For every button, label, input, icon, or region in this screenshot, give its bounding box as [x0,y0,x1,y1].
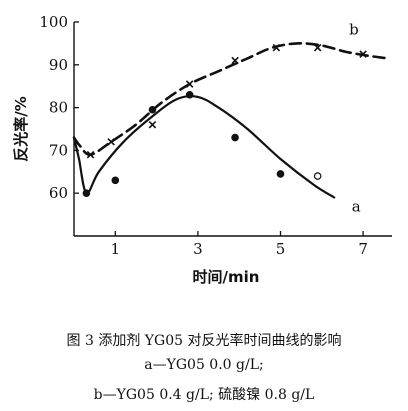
y-tick-label-90: 90 [49,56,68,74]
x-tick-label-3: 3 [193,240,203,258]
series-b-point-2 [148,120,157,129]
figure-caption-title: 图 3 添加剂 YG05 对反光率时间曲线的影响 [66,333,342,349]
series-b-point-1-stroke-2 [107,138,115,146]
series-b-point-4-stroke-2 [231,56,239,65]
y-tick-label-80: 80 [49,99,68,117]
figure-caption-legend-a: a—YG05 0.0 g/L; [144,357,264,373]
y-axis-title: 反光率/% [12,96,30,162]
series-b-label: b [349,20,359,38]
series-b-point-6-stroke-2 [313,43,322,52]
series-b-point-5 [272,43,281,52]
series-a-label: a [352,197,361,215]
series-b-point-6 [313,43,322,52]
tick-labels: 60 70 80 90 100 1 3 5 7 [39,13,368,258]
series-a-point-6 [313,172,322,180]
axis-ticks [74,21,364,236]
x-axis-title: 时间/min [193,268,260,286]
x-tick-label-1: 1 [111,240,121,258]
y-tick-label-60: 60 [49,184,68,202]
series-a-point-0 [82,189,91,198]
series-b-point-7-stroke-2 [359,50,367,58]
series-a-point-1 [111,176,120,185]
series-a-point-3 [185,90,194,99]
series-b-point-0 [86,150,95,159]
series-b-point-2-stroke-2 [148,120,157,129]
series-a-point-4 [231,133,239,142]
series-b-line [72,42,390,157]
series-b-point-1 [107,138,115,146]
series-b-point-4 [231,56,239,65]
series-b-point-3 [185,80,194,88]
x-tick-label-5: 5 [276,240,286,258]
series-b-point-0-stroke-2 [86,150,95,159]
x-tick-label-7: 7 [358,240,368,258]
y-tick-label-70: 70 [49,141,68,159]
series-b-point-3-stroke-2 [185,80,194,88]
figure-caption-legend-b: b—YG05 0.4 g/L; 硫酸镍 0.8 g/L [93,387,315,403]
y-tick-label-100: 100 [39,13,68,31]
series-a-point-5 [276,170,285,178]
series-layer: ab [72,20,390,215]
series-b-point-7 [359,50,367,58]
series-b-point-5-stroke-2 [272,43,281,52]
